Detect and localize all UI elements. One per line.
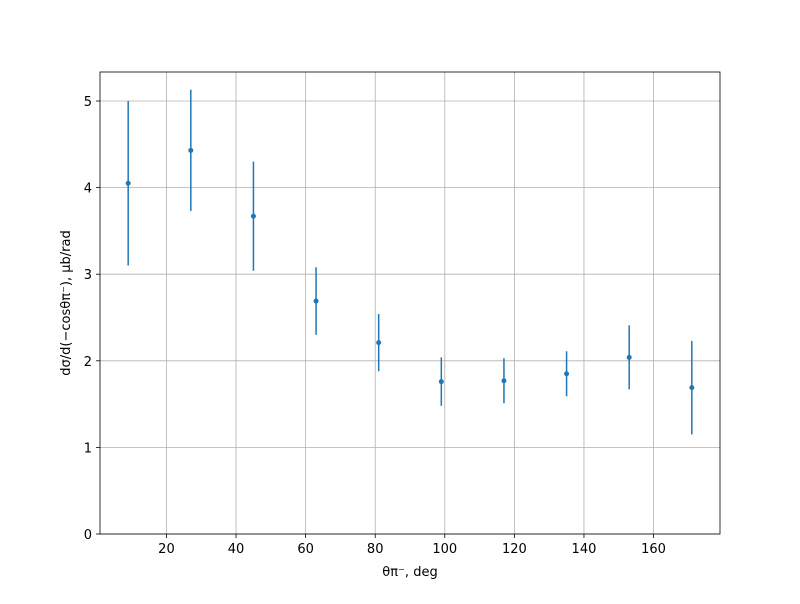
x-tick-label: 160 <box>641 542 666 557</box>
x-tick-label: 120 <box>502 542 527 557</box>
data-point <box>376 340 382 346</box>
data-point <box>250 213 256 219</box>
data-point <box>626 354 632 360</box>
x-tick-label: 80 <box>367 542 384 557</box>
plot-frame <box>99 71 721 535</box>
data-point <box>125 180 131 186</box>
data-point <box>313 298 319 304</box>
x-tick-label: 140 <box>572 542 597 557</box>
y-tick-label: 0 <box>84 528 92 543</box>
x-tick-label: 60 <box>297 542 314 557</box>
y-tick-label: 3 <box>84 268 92 283</box>
data-point <box>438 379 444 385</box>
y-axis-label: dσ/d(−cosθπ⁻), μb/rad <box>59 230 74 375</box>
x-tick-label: 40 <box>228 542 245 557</box>
y-tick-label: 5 <box>84 95 92 110</box>
data-point <box>501 378 507 384</box>
x-axis-label: θπ⁻, deg <box>382 565 437 580</box>
data-point <box>188 147 194 153</box>
y-tick-label: 1 <box>84 441 92 456</box>
data-point <box>564 371 570 377</box>
y-tick-label: 2 <box>84 355 92 370</box>
y-tick-label: 4 <box>84 182 92 197</box>
x-tick-label: 100 <box>432 542 457 557</box>
data-point <box>689 385 695 391</box>
x-tick-label: 20 <box>158 542 175 557</box>
